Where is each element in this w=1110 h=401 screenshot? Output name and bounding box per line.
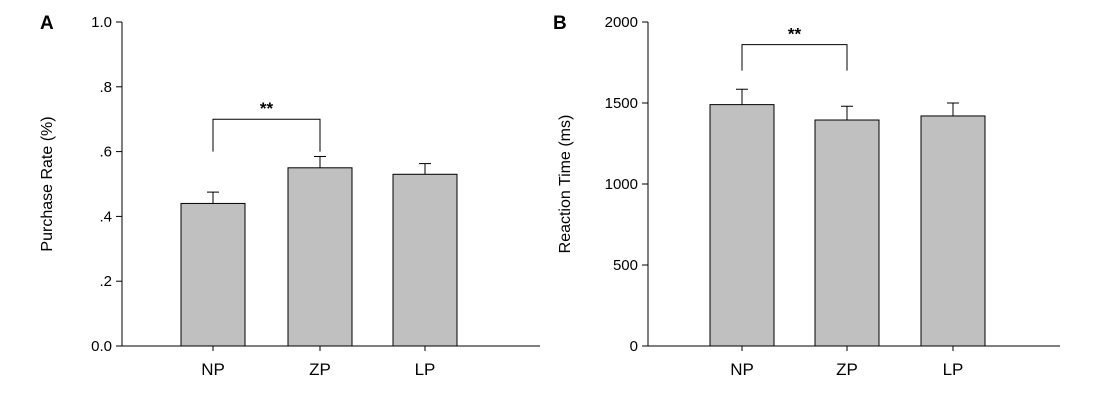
y-axis-title: Reaction Time (ms) xyxy=(557,115,574,254)
y-tick-label: .2 xyxy=(99,273,112,290)
x-tick-label: ZP xyxy=(836,360,858,379)
x-tick-label: NP xyxy=(201,360,225,379)
y-tick-label: .4 xyxy=(99,208,112,225)
x-tick-label: ZP xyxy=(309,360,331,379)
y-tick-label: .8 xyxy=(99,79,112,96)
significance-bracket xyxy=(212,118,321,152)
panel-b: B 0 500 1000 1500 2000 Reaction Time (ms) NP ZP L… xyxy=(553,13,1060,379)
panel-a: A 0.0 .2 .4 .6 .8 1.0 Purchase Rate (%) NP ZP LP ** xyxy=(39,13,540,379)
x-tick-label: LP xyxy=(415,360,436,379)
y-tick-label: 1.0 xyxy=(91,14,112,31)
bar-lp xyxy=(392,173,458,347)
significance-label: ** xyxy=(260,99,274,118)
panel-label: A xyxy=(40,13,54,34)
y-tick-label: 0 xyxy=(630,338,638,355)
x-tick-label: LP xyxy=(943,360,964,379)
significance-label: ** xyxy=(788,25,802,44)
panel-label: B xyxy=(553,13,567,34)
y-tick-label: 1500 xyxy=(605,95,638,112)
y-tick-label: 0.0 xyxy=(91,338,112,355)
y-axis-title: Purchase Rate (%) xyxy=(39,116,56,251)
bar-zp xyxy=(287,167,353,347)
x-tick-label: NP xyxy=(730,360,754,379)
y-tick-label: 2000 xyxy=(605,14,638,31)
significance-bracket xyxy=(741,44,848,71)
y-tick-label: 500 xyxy=(613,257,638,274)
bar-np xyxy=(709,104,775,347)
bar-lp xyxy=(920,115,986,347)
bar-zp xyxy=(814,119,880,347)
y-tick-label: .6 xyxy=(99,144,112,161)
bar-np xyxy=(180,202,246,347)
y-tick-label: 1000 xyxy=(605,176,638,193)
